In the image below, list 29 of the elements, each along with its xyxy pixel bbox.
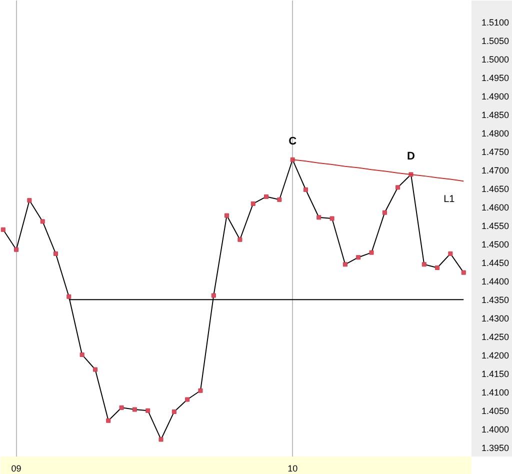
- annotation: D: [407, 150, 416, 162]
- y-tick-label: 1.4850: [482, 110, 510, 120]
- y-tick-label: 1.4750: [482, 147, 510, 158]
- x-tick-label: 09: [11, 464, 22, 474]
- y-tick-label: 1.5100: [482, 17, 510, 28]
- y-tick-label: 1.4650: [482, 184, 510, 194]
- y-tick-label: 1.3950: [482, 443, 510, 454]
- y-tick-label: 1.4250: [482, 332, 510, 342]
- y-tick-label: 1.4300: [482, 314, 510, 324]
- y-tick-label: 1.4400: [482, 276, 510, 287]
- y-tick-label: 1.4050: [482, 406, 510, 416]
- y-tick-label: 1.4800: [482, 128, 510, 139]
- y-tick-label: 1.4700: [482, 166, 510, 176]
- annotation: C: [288, 136, 297, 148]
- y-tick-label: 1.4000: [482, 424, 510, 435]
- x-tick-label: 10: [288, 464, 298, 474]
- y-tick-label: 1.5050: [482, 36, 510, 46]
- y-tick-label: 1.4100: [482, 388, 510, 398]
- series-label: L1: [444, 194, 456, 206]
- y-tick-label: 1.4900: [482, 91, 510, 102]
- y-tick-label: 1.4500: [482, 240, 510, 250]
- y-tick-label: 1.4450: [482, 258, 510, 268]
- y-tick-label: 1.4200: [482, 350, 510, 361]
- y-tick-label: 1.5000: [482, 54, 510, 64]
- y-tick-label: 1.4950: [482, 72, 510, 83]
- y-tick-label: 1.4600: [482, 202, 510, 213]
- y-tick-label: 1.4350: [482, 295, 510, 306]
- y-tick-label: 1.4150: [482, 369, 510, 380]
- y-tick-label: 1.4550: [482, 221, 510, 232]
